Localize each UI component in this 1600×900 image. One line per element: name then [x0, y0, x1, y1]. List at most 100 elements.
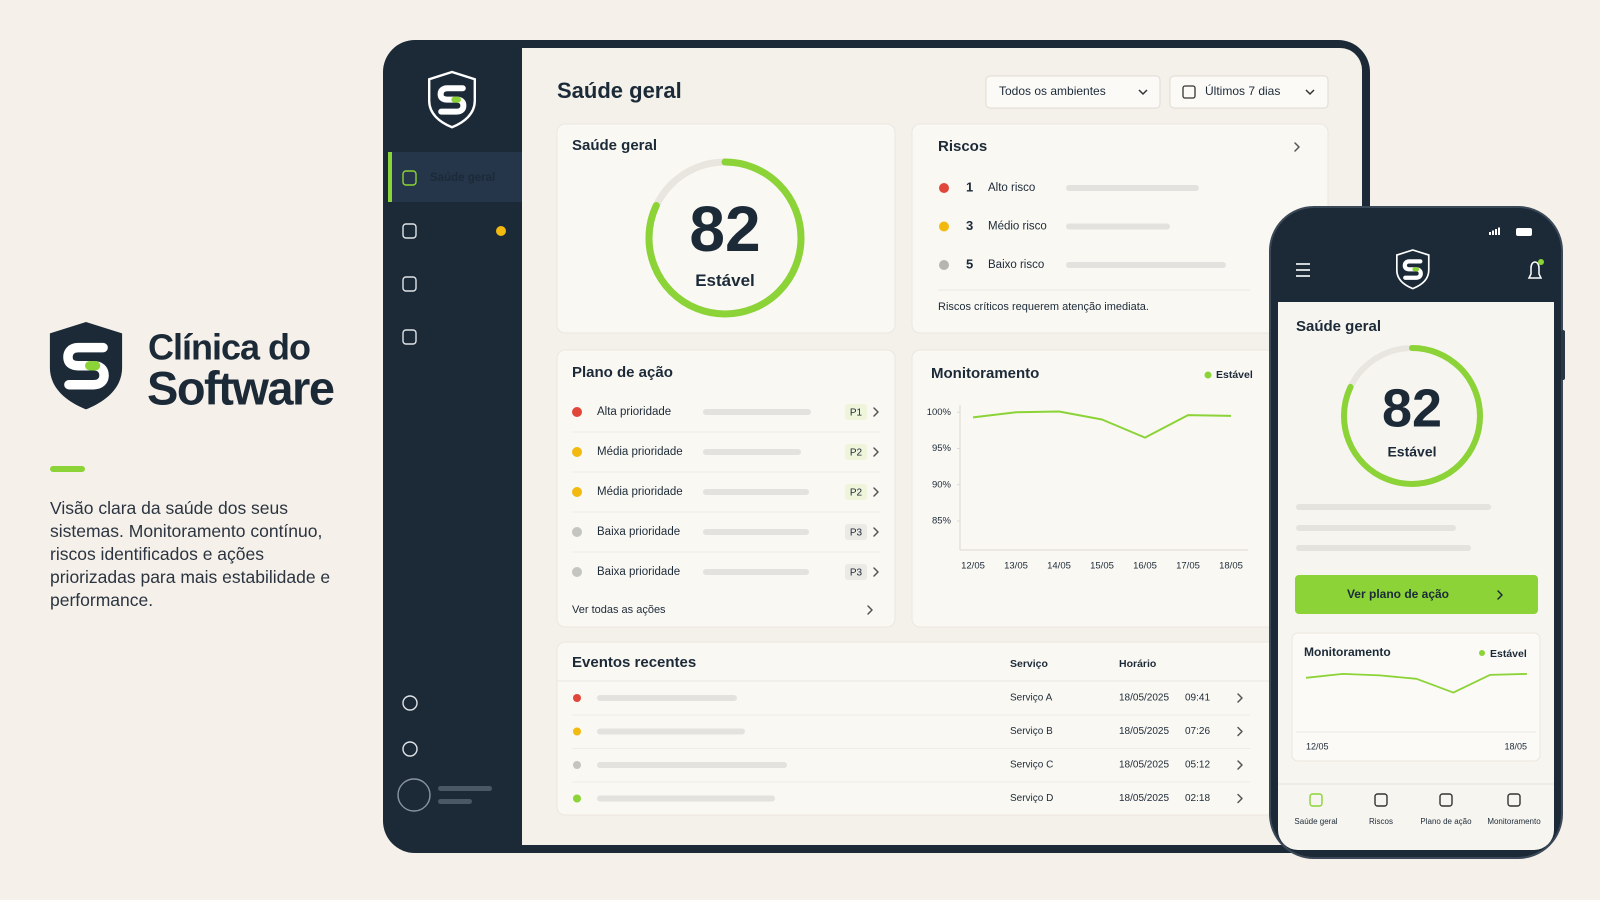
nav-item[interactable]: Riscos [430, 225, 465, 237]
event-time: 09:41 [1185, 693, 1210, 704]
x-tick-label: 17/05 [1176, 561, 1200, 572]
tab-icon [1507, 793, 1521, 807]
event-date: 18/05/2025 [1119, 726, 1169, 737]
status-time: 9:41 [1297, 226, 1319, 238]
action-link[interactable]: Ver todas as ações [572, 604, 666, 616]
skeleton [597, 762, 787, 768]
skeleton [1296, 525, 1456, 531]
chevron [1497, 590, 1503, 600]
priority-badge [845, 484, 867, 500]
event-service: Serviço D [1010, 793, 1053, 804]
status-dot [1479, 650, 1485, 656]
action-label[interactable]: Média prioridade [597, 486, 683, 498]
x-tick-label: 12/05 [1306, 741, 1329, 751]
tab-label[interactable]: Monitoramento [1487, 817, 1541, 826]
y-tick-label: 90% [932, 479, 952, 490]
risk-label: Alto risco [988, 182, 1035, 194]
tab-label[interactable]: Saúde geral [1294, 817, 1337, 826]
priority-dot [572, 447, 582, 457]
risk-count: 5 [966, 256, 973, 271]
filter-label[interactable]: Todos os ambientes [999, 84, 1106, 98]
card [911, 349, 1329, 628]
priority-dot [572, 567, 582, 577]
chevron-down [1138, 89, 1148, 96]
skeleton [703, 449, 801, 455]
gauge-score: 82 [689, 193, 760, 265]
y-tick-label: 95% [932, 443, 952, 454]
skeleton [1066, 185, 1199, 191]
button-label[interactable]: Ver plano de ação [1347, 587, 1449, 601]
skeleton [1296, 504, 1491, 510]
accent-dash [50, 466, 85, 472]
y-tick-label: 85% [932, 516, 952, 527]
primary-button[interactable] [1295, 575, 1538, 614]
footer-item[interactable]: Ajuda [430, 743, 457, 755]
card [556, 349, 896, 628]
skeleton [438, 799, 472, 804]
event-service: Serviço A [1010, 693, 1053, 704]
gauge-arc [645, 158, 805, 318]
avatar-initials: AD [405, 788, 423, 802]
battery [1516, 228, 1532, 236]
x-tick-label: 18/05 [1219, 561, 1243, 572]
bell-icon [1527, 261, 1543, 279]
chevron [1237, 726, 1243, 737]
card-title: Monitoramento [931, 365, 1039, 382]
filter-box [1169, 75, 1329, 109]
priority-label: P3 [850, 568, 863, 579]
event-dot [573, 761, 581, 769]
card [556, 123, 896, 334]
gauge-arc [1341, 345, 1483, 487]
nav-active-bar [388, 152, 392, 202]
brand-name: Clínica do [148, 327, 310, 368]
chevron [1237, 793, 1243, 804]
nav-item[interactable]: Saúde geral [430, 172, 495, 184]
skeleton [1066, 262, 1226, 268]
x-tick-label: 13/05 [1004, 561, 1028, 572]
priority-dot [572, 407, 582, 417]
event-dot [573, 794, 581, 803]
card-title: Riscos [938, 138, 987, 155]
status-label: Estável [1216, 369, 1253, 381]
footer-item[interactable]: Configurações [430, 697, 498, 709]
gauge-status: Estável [695, 271, 755, 290]
signal-bar [1492, 230, 1494, 235]
nav-icon [402, 223, 417, 239]
action-label[interactable]: Alta prioridade [597, 406, 671, 418]
priority-label: P1 [850, 408, 863, 419]
nav-item[interactable]: Monitoramento [430, 331, 507, 343]
filter-label[interactable]: Últimos 7 dias [1205, 83, 1280, 98]
action-label[interactable]: Baixa prioridade [597, 526, 680, 538]
risk-label: Médio risco [988, 221, 1047, 233]
calendar-icon [1182, 85, 1196, 99]
priority-dot [572, 487, 582, 497]
status-label: Estável [1490, 648, 1527, 660]
x-tick-label: 18/05 [1504, 741, 1527, 751]
skeleton [438, 786, 492, 791]
tab-label[interactable]: Riscos [1369, 817, 1393, 826]
event-date: 18/05/2025 [1119, 693, 1169, 704]
skeleton [703, 489, 809, 495]
tagline: Visão clara da saúde dos seus sistemas. … [50, 498, 331, 610]
action-label[interactable]: Baixa prioridade [597, 566, 680, 578]
chevron [1237, 693, 1243, 703]
skeleton [1066, 223, 1170, 230]
chevron [873, 487, 879, 497]
tab-icon [1374, 793, 1388, 807]
tab-label[interactable]: Plano de ação [1420, 817, 1472, 826]
gauge-status: Estável [1387, 443, 1436, 459]
footer-icon [402, 695, 418, 711]
nav-item[interactable]: Plano de ação [430, 278, 504, 290]
tablet-content-edge [522, 48, 552, 845]
gauge-score: 82 [1382, 378, 1442, 438]
nav-icon [402, 276, 417, 292]
action-label[interactable]: Média prioridade [597, 446, 683, 458]
logo [1396, 249, 1430, 290]
chevron [1294, 142, 1300, 152]
priority-dot [572, 527, 582, 537]
event-date: 18/05/2025 [1119, 760, 1169, 771]
priority-label: P2 [850, 488, 863, 499]
skeleton [703, 569, 809, 575]
